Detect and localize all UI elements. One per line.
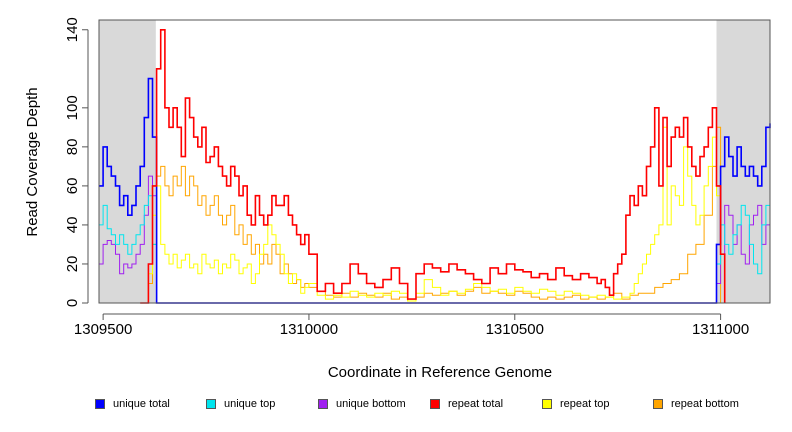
y-tick-label: 140 [64,17,81,42]
legend-label: repeat total [448,398,504,410]
shaded-regions [99,20,770,303]
y-tick-label: 80 [64,139,81,156]
series-line-repeat-total [140,29,726,304]
legend-item-repeat-total: repeat total [430,398,503,410]
x-tick-label: 1311000 [692,321,749,338]
x-tick-label: 1309500 [74,321,132,338]
series-line-repeat-bottom [144,126,770,304]
x-tick-label: 1310500 [486,321,544,338]
x-axis: 1309500 1310000 1310500 1311000 [74,313,749,338]
legend-label: repeat bottom [671,398,739,410]
legend-item-unique-top: unique top [206,398,275,410]
series-line-repeat-top [144,126,722,304]
y-tick-label: 0 [64,299,81,307]
series-line-unique-total [99,77,771,304]
legend-label: repeat top [560,398,610,410]
legend-item-repeat-top: repeat top [542,398,610,410]
legend-swatch [206,399,216,409]
y-tick-label: 60 [64,178,81,195]
legend-label: unique top [224,398,276,410]
y-tick-label: 100 [64,95,81,120]
x-tick-label: 1310000 [280,321,338,338]
legend-label: unique bottom [336,398,406,410]
legend-swatch [95,399,105,409]
legend-item-repeat-bottom: repeat bottom [653,398,739,410]
y-tick-label: 40 [64,217,81,234]
shaded-region-0 [99,20,156,303]
legend-item-unique-bottom: unique bottom [318,398,406,410]
legend-item-unique-total: unique total [95,398,170,410]
series-lines [99,29,771,304]
legend: unique total unique top unique bottom repea… [0,398,792,420]
legend-swatch [653,399,663,409]
plot-frame [98,19,771,304]
y-axis: 0 20 40 60 80 100 140 [64,17,89,307]
y-axis-label: Read Coverage Depth [24,87,41,236]
legend-swatch [542,399,552,409]
x-axis-label: Coordinate in Reference Genome [328,364,552,381]
legend-swatch [430,399,440,409]
legend-swatch [318,399,328,409]
y-tick-label: 20 [64,256,81,273]
legend-label: unique total [113,398,170,410]
